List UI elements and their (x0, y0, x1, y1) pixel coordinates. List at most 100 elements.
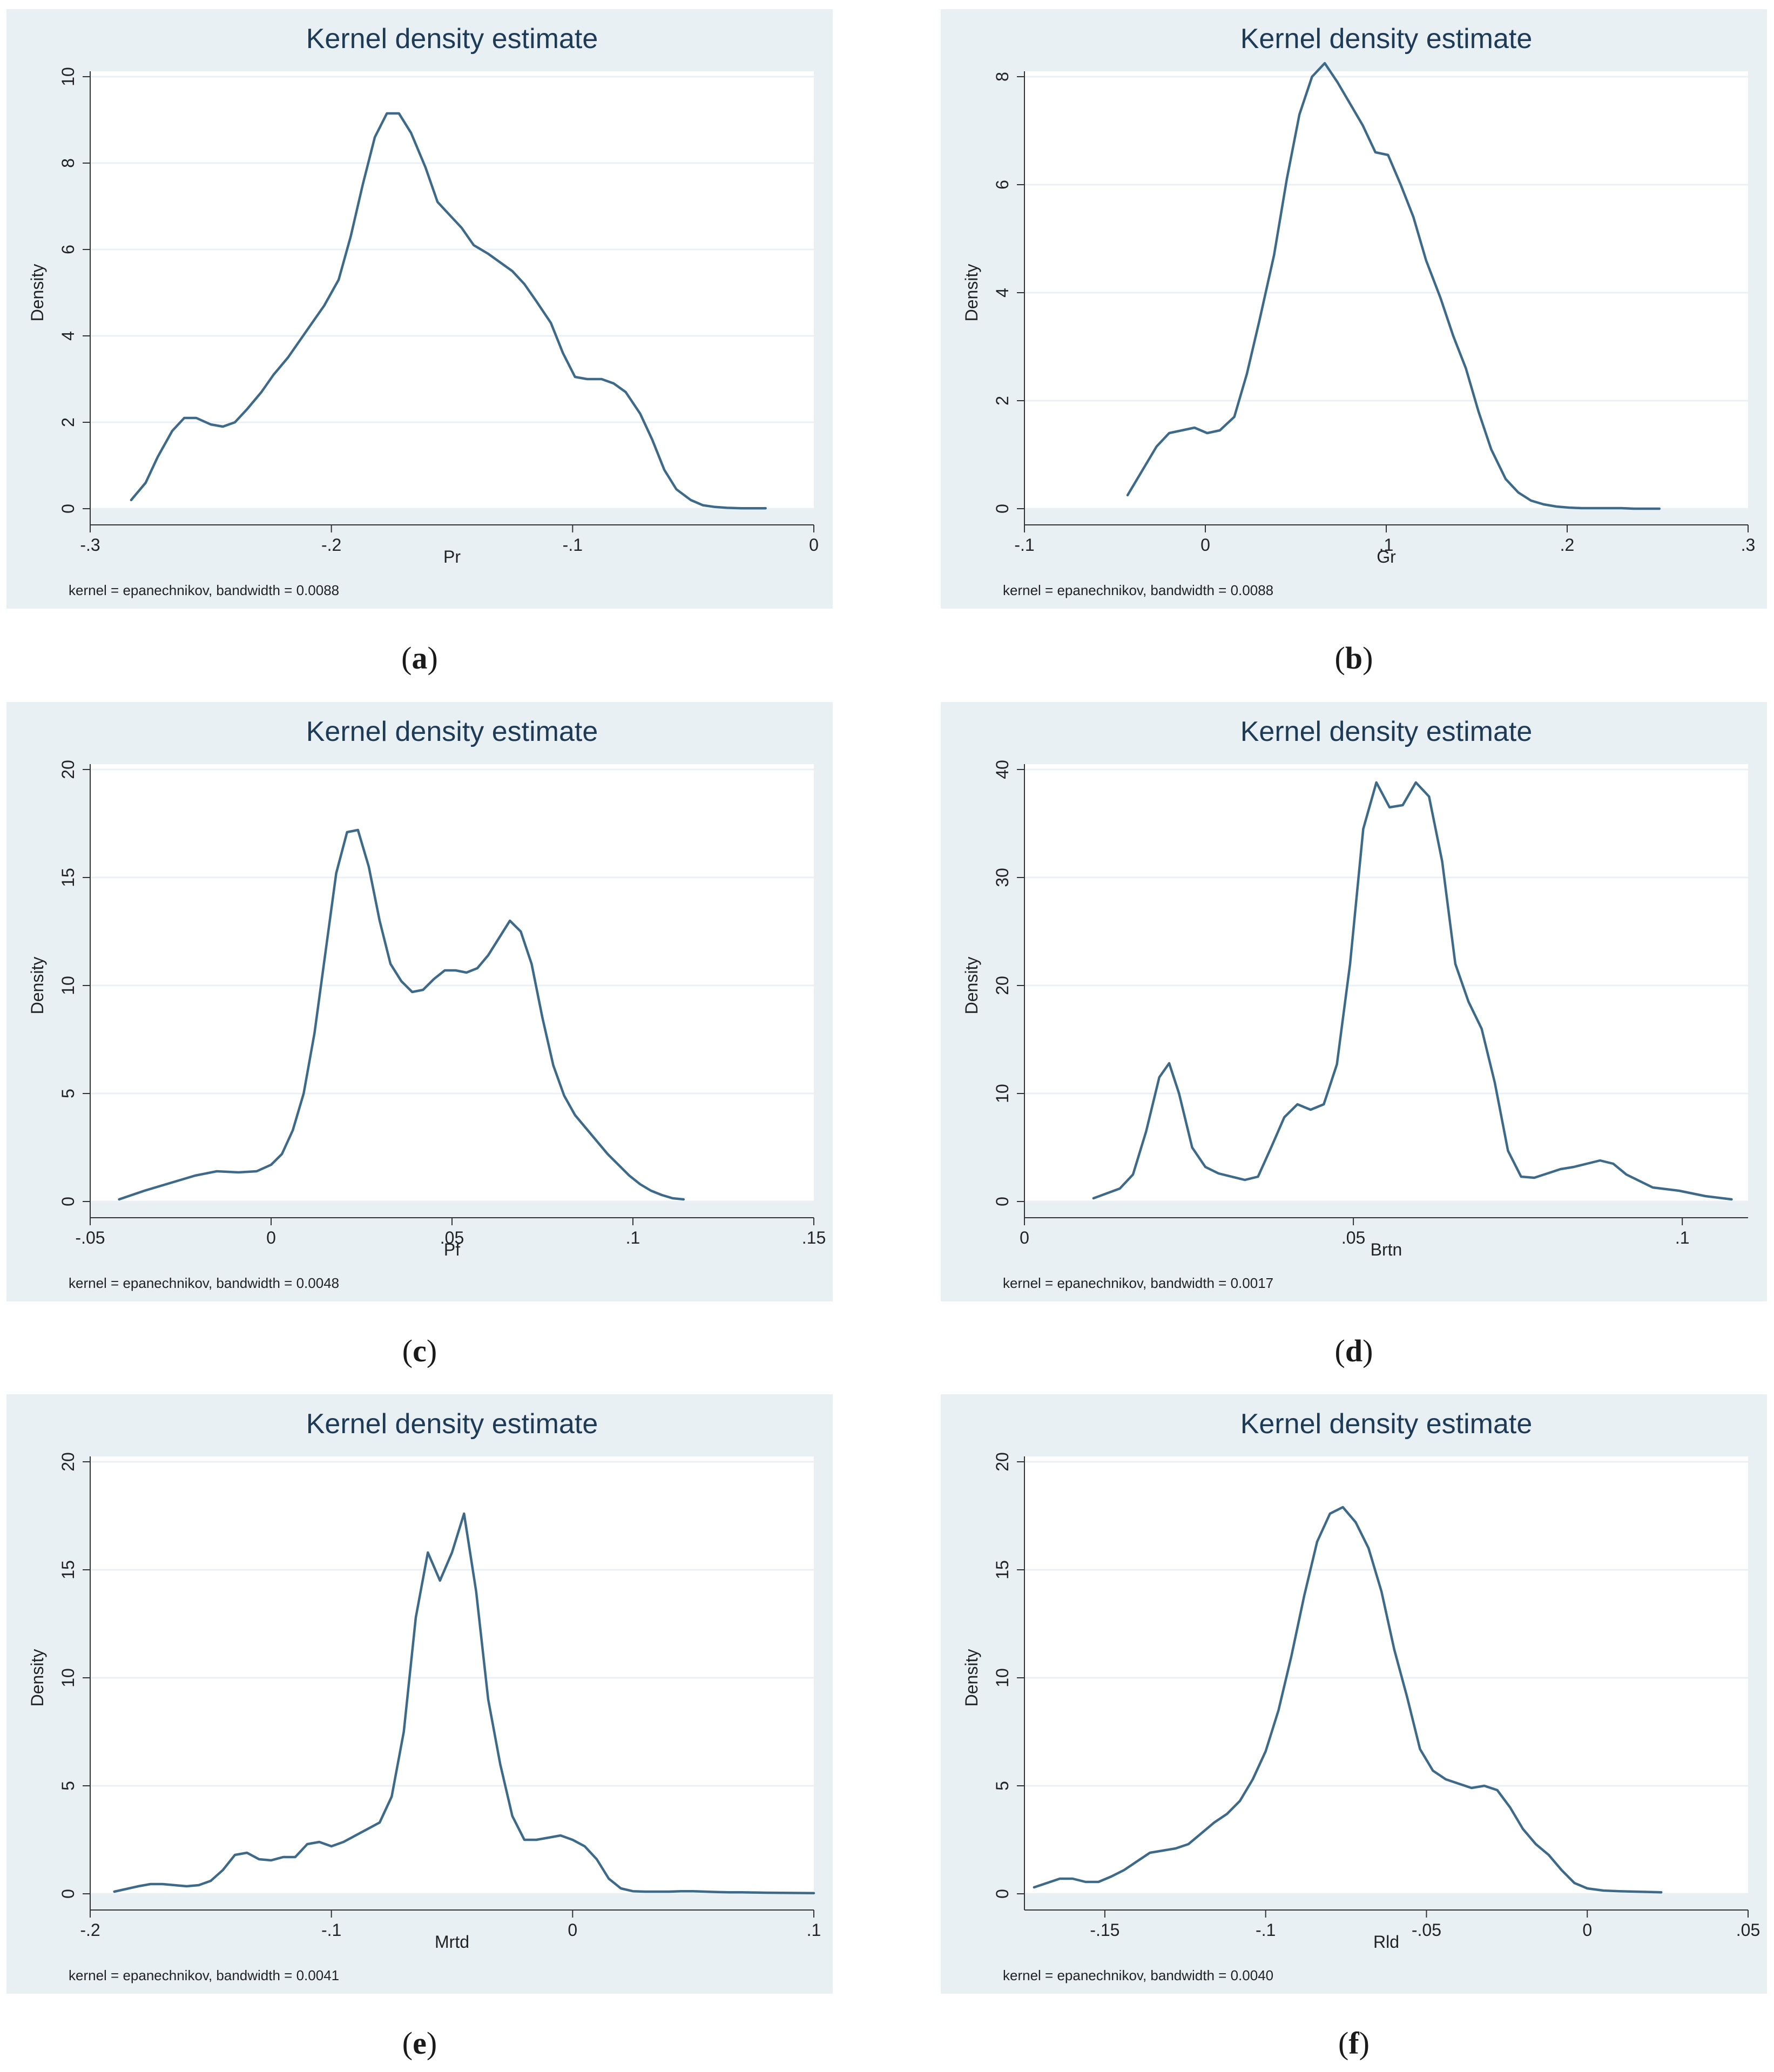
caption-f: (f) (1338, 2026, 1370, 2061)
x-axis-label: Brtn (1371, 1240, 1402, 1259)
chart-svg: 0 5 10 15 20 -.05 0 .05 .1 .15 Kernel density esti… (28, 716, 826, 1291)
chart-title: Kernel density estimate (1240, 716, 1533, 747)
y-tick-label: 20 (993, 976, 1012, 995)
x-tick-label: .05 (440, 1228, 464, 1247)
y-tick-label: 30 (993, 868, 1012, 887)
plot-area (1024, 1456, 1748, 1894)
y-tick-label: 15 (58, 868, 78, 887)
density-line (118, 828, 685, 1201)
y-tick-label: 2 (58, 417, 78, 427)
y-tick-label: 15 (58, 1560, 78, 1580)
y-tick-label: 2 (993, 396, 1012, 406)
y-tick-label: 10 (58, 1668, 78, 1688)
caption-letter: f (1348, 2026, 1359, 2061)
chart-title: Kernel density estimate (306, 1408, 598, 1440)
y-tick-label: 5 (58, 1781, 78, 1791)
x-tick-label: -.3 (80, 535, 100, 555)
y-axis-label: Density (28, 1649, 47, 1707)
caption-e: (e) (402, 2026, 437, 2061)
y-tick-label: 10 (993, 1668, 1012, 1688)
kernel-note: kernel = epanechnikov, bandwidth = 0.004… (69, 1967, 339, 1983)
x-tick-label: -.2 (80, 1920, 100, 1940)
chart-svg: 0 2 4 6 8 10 -.3 -.2 -.1 0 Kernel density estimate… (28, 23, 819, 598)
density-line (113, 1512, 815, 1895)
plot-area (90, 1456, 814, 1894)
plot-area (90, 764, 814, 1202)
chart-title: Kernel density estimate (306, 23, 598, 55)
x-tick-label: -.2 (321, 535, 341, 555)
caption-c: (c) (402, 1333, 437, 1368)
x-tick-label: .3 (1741, 535, 1756, 555)
x-axis-label: Gr (1377, 547, 1396, 566)
chart-title: Kernel density estimate (1240, 1408, 1533, 1440)
plot-area (1024, 71, 1748, 509)
x-tick-label: -.1 (563, 535, 583, 555)
caption-letter: d (1345, 1333, 1363, 1368)
caption-letter: e (413, 2026, 427, 2061)
x-tick-label: .15 (802, 1228, 826, 1247)
x-tick-label: 0 (1200, 535, 1210, 555)
caption-b: (b) (1334, 640, 1373, 676)
x-tick-label: .1 (807, 1920, 821, 1940)
y-tick-label: 40 (993, 760, 1012, 779)
x-tick-label: 0 (266, 1228, 276, 1247)
kernel-note: kernel = epanechnikov, bandwidth = 0.004… (1003, 1967, 1273, 1983)
x-tick-label: -.1 (321, 1920, 341, 1940)
chart-panel-b: 0 2 4 6 8 -.1 0 .1 .2 .3 Kernel density estimate Gr… (941, 9, 1767, 609)
caption-letter: b (1345, 640, 1363, 676)
kernel-note: kernel = epanechnikov, bandwidth = 0.001… (1003, 1275, 1273, 1291)
x-tick-label: -.15 (1090, 1920, 1119, 1940)
x-tick-label: 0 (1020, 1228, 1029, 1247)
chart-svg: 0 2 4 6 8 -.1 0 .1 .2 .3 Kernel density estimate Gr… (962, 23, 1756, 598)
chart-panel-e: 0 5 10 15 20 -.2 -.1 0 .1 Kernel density estimate… (6, 1394, 833, 1994)
y-axis-label: Density (962, 957, 981, 1015)
x-tick-label: .1 (1675, 1228, 1690, 1247)
y-tick-label: 6 (993, 180, 1012, 190)
chart-svg: 0 5 10 15 20 -.15 -.1 -.05 0 .05 Kernel density es… (962, 1408, 1760, 1983)
density-line (1033, 1506, 1663, 1894)
y-tick-label: 10 (58, 67, 78, 86)
chart-panel-f: 0 5 10 15 20 -.15 -.1 -.05 0 .05 Kernel density es… (941, 1394, 1767, 1994)
chart-panel-d: 0 10 20 30 40 0 .05 .1 Kernel density estimate Br… (941, 702, 1767, 1301)
plot-area (1024, 764, 1748, 1202)
x-tick-label: .1 (626, 1228, 640, 1247)
chart-title: Kernel density estimate (306, 716, 598, 747)
kernel-note: kernel = epanechnikov, bandwidth = 0.008… (69, 582, 339, 598)
chart-panel-c: 0 5 10 15 20 -.05 0 .05 .1 .15 Kernel density esti… (6, 702, 833, 1301)
y-tick-label: 20 (58, 1452, 78, 1472)
y-axis-label: Density (962, 264, 981, 322)
y-tick-label: 0 (58, 1889, 78, 1899)
x-tick-label: -.05 (75, 1228, 105, 1247)
caption-d: (d) (1334, 1333, 1373, 1368)
x-tick-label: -.1 (1014, 535, 1034, 555)
x-axis-label: Rld (1373, 1932, 1399, 1952)
x-tick-label: .05 (1341, 1228, 1365, 1247)
y-tick-label: 10 (993, 1084, 1012, 1103)
chart-panel-a: 0 2 4 6 8 10 -.3 -.2 -.1 0 Kernel density estimate… (6, 9, 833, 609)
chart-title: Kernel density estimate (1240, 23, 1533, 55)
x-tick-label: .1 (1379, 535, 1394, 555)
plot-area (90, 71, 814, 509)
y-axis-label: Density (962, 1649, 981, 1707)
kernel-note: kernel = epanechnikov, bandwidth = 0.004… (69, 1275, 339, 1291)
y-tick-label: 0 (993, 1889, 1012, 1899)
x-tick-label: 0 (1582, 1920, 1592, 1940)
x-tick-label: 0 (809, 535, 819, 555)
x-tick-label: -.1 (1256, 1920, 1276, 1940)
x-tick-label: .05 (1736, 1920, 1760, 1940)
y-tick-label: 5 (993, 1781, 1012, 1791)
y-tick-label: 8 (58, 158, 78, 168)
y-tick-label: 0 (993, 1197, 1012, 1206)
y-tick-label: 5 (58, 1089, 78, 1098)
y-tick-label: 0 (58, 504, 78, 514)
y-tick-label: 20 (993, 1452, 1012, 1472)
chart-svg: 0 5 10 15 20 -.2 -.1 0 .1 Kernel density estimate… (28, 1408, 821, 1983)
y-tick-label: 0 (993, 504, 1012, 514)
density-line (1092, 781, 1733, 1201)
chart-svg: 0 10 20 30 40 0 .05 .1 Kernel density estimate Br… (962, 716, 1748, 1291)
caption-a: (a) (401, 640, 438, 676)
x-tick-label: .2 (1560, 535, 1575, 555)
kernel-note: kernel = epanechnikov, bandwidth = 0.008… (1003, 582, 1273, 598)
y-axis-label: Density (28, 264, 47, 322)
x-axis-label: Pr (443, 547, 461, 566)
